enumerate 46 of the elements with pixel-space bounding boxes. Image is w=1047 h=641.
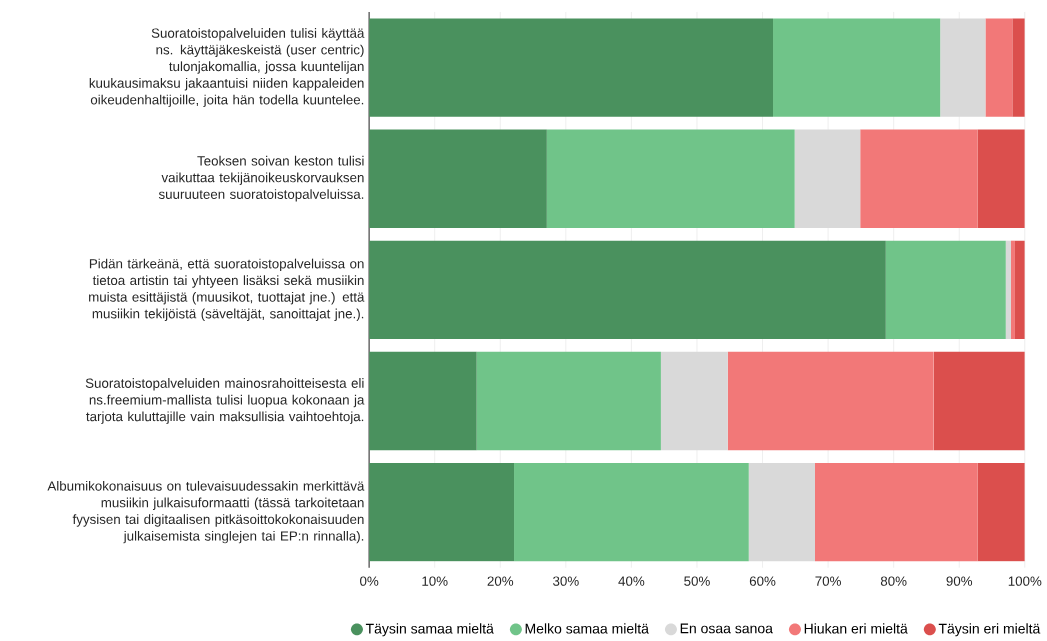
legend-label: Hiukan eri mieltä	[804, 623, 908, 634]
y-tick-label: Albumikokonaisuus on tulevaisuudessakin merkittävä musiikin julkaisuformaatti (tässä tarkoitetaan fyysisen tai digitaalisen pitkäsoittokokonaisuuden julkaisemista singlejen tai EP:n rinnalla).	[47, 481, 365, 544]
bar	[977, 463, 1025, 562]
x-tick-label: 100%	[1008, 576, 1042, 586]
bar	[369, 240, 886, 340]
bar	[1005, 240, 1012, 340]
bar	[514, 463, 749, 562]
x-tick-label: 70%	[815, 576, 841, 586]
legend-label: Melko samaa mieltä	[525, 623, 649, 634]
x-tick-label: 10%	[422, 576, 448, 586]
x-tick-label: 0%	[360, 576, 379, 586]
x-tick-label: 30%	[553, 576, 579, 586]
x-tick-label: 40%	[618, 576, 645, 586]
bar	[660, 351, 728, 451]
legend-label: Täysin eri mieltä	[938, 623, 1041, 637]
bar	[727, 351, 934, 451]
x-tick-label: 50%	[684, 576, 710, 586]
bar	[369, 463, 515, 562]
legend-label: Täysin samaa mieltä	[365, 623, 494, 637]
bar	[546, 129, 795, 228]
bar	[773, 18, 941, 117]
bar	[814, 463, 978, 562]
bar	[885, 240, 1006, 340]
bar	[1011, 240, 1015, 340]
bar	[1012, 18, 1025, 117]
y-tick-label: Pidän tärkeänä, että suoratoistopalveluissa on tietoa artistin tai yhtyeen lisäksi sekä musiikin muista esittäjistä (muusikot, tuottajat jne.) että musiikin tekijöistä (säveltäjät, sanoittajat jne.).	[89, 258, 365, 322]
bar	[369, 351, 477, 451]
bar	[369, 18, 774, 117]
y-tick-label: Teoksen soivan keston tulisi vaikuttaa tekijänoikeuskorvauksen suuruuteen suoratoistopalveluissa.	[158, 155, 364, 202]
bar	[1014, 240, 1025, 340]
bar	[933, 351, 1025, 451]
bar	[977, 129, 1025, 228]
bar	[794, 129, 861, 228]
legend-label: En osaa sanoa	[680, 623, 773, 634]
x-tick-label: 90%	[946, 576, 973, 586]
bar	[985, 18, 1013, 117]
x-tick-label: 20%	[487, 576, 514, 586]
y-tick-label: Suoratoistopalveluiden mainosrahoitteisesta eli ns.freemium-mallista tulisi luopua kokonaan ja tarjota kuluttajille vain maksullisia vaihtoehtoja.	[85, 378, 365, 424]
bar	[940, 18, 986, 117]
x-tick-label: 60%	[749, 576, 776, 586]
bar	[860, 129, 978, 228]
bar	[476, 351, 661, 451]
bar	[369, 129, 547, 228]
y-tick-label: Suoratoistopalveluiden tulisi käyttää ns. käyttäjäkeskeistä (user centric) tulonjakomallia, jossa kuuntelijan kuukausimaksu jakaantuisi niiden kappaleiden oikeudenhaltijoille, joita hän todella kuuntelee.	[89, 28, 365, 108]
bar	[748, 463, 815, 562]
x-tick-label: 80%	[880, 576, 907, 586]
